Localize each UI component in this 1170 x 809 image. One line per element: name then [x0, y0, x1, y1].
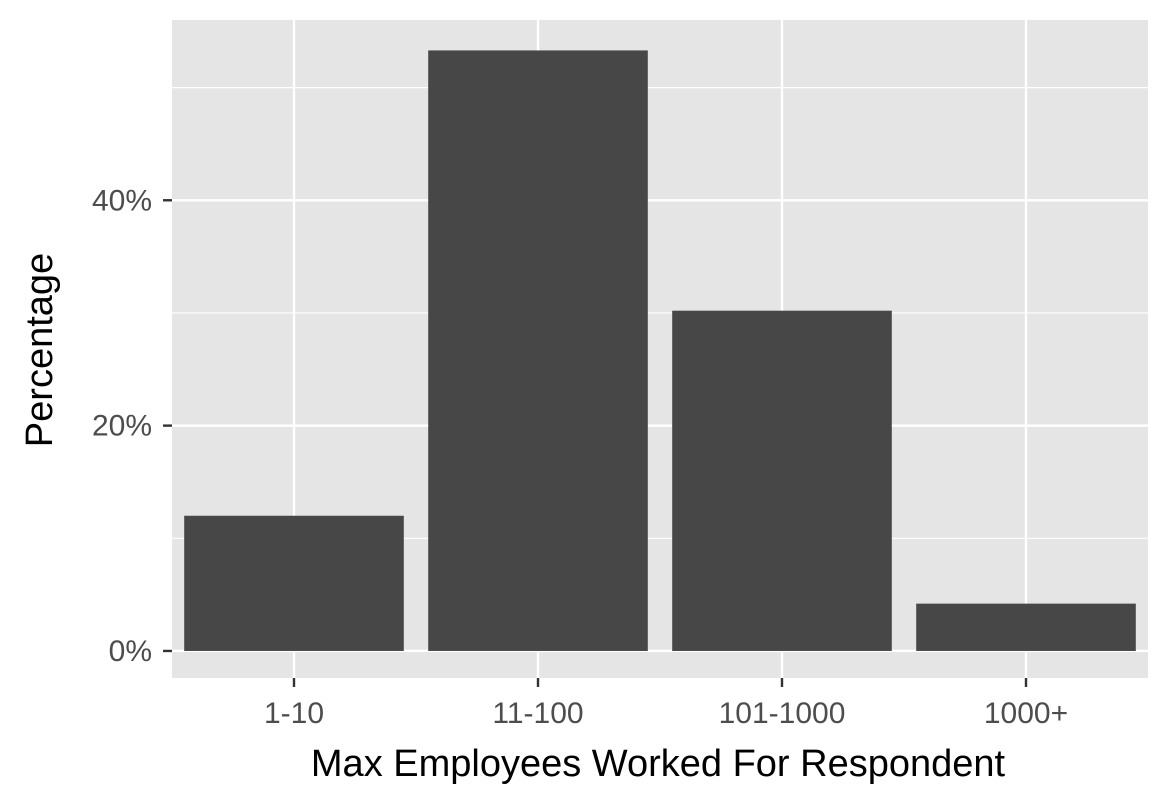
x-tick-label: 1000+ [984, 697, 1068, 730]
y-tick-label: 20% [92, 410, 152, 443]
y-tick-label: 40% [92, 184, 152, 217]
bar-11-100 [428, 50, 648, 651]
y-axis-title: Percentage [19, 253, 61, 447]
bar-101-1000 [672, 310, 892, 651]
bar-1000+ [916, 603, 1136, 651]
bar-1-10 [184, 515, 404, 651]
x-axis-title: Max Employees Worked For Respondent [311, 743, 1006, 785]
bars [184, 50, 1136, 651]
x-tick-label: 101-1000 [719, 697, 846, 730]
x-tick-label: 11-100 [492, 697, 583, 730]
y-tick-label: 0% [109, 635, 152, 668]
y-axis: 0% 20% 40% [92, 184, 172, 668]
x-axis: 1-10 11-100 101-1000 1000+ [264, 678, 1068, 730]
x-tick-label: 1-10 [264, 697, 324, 730]
